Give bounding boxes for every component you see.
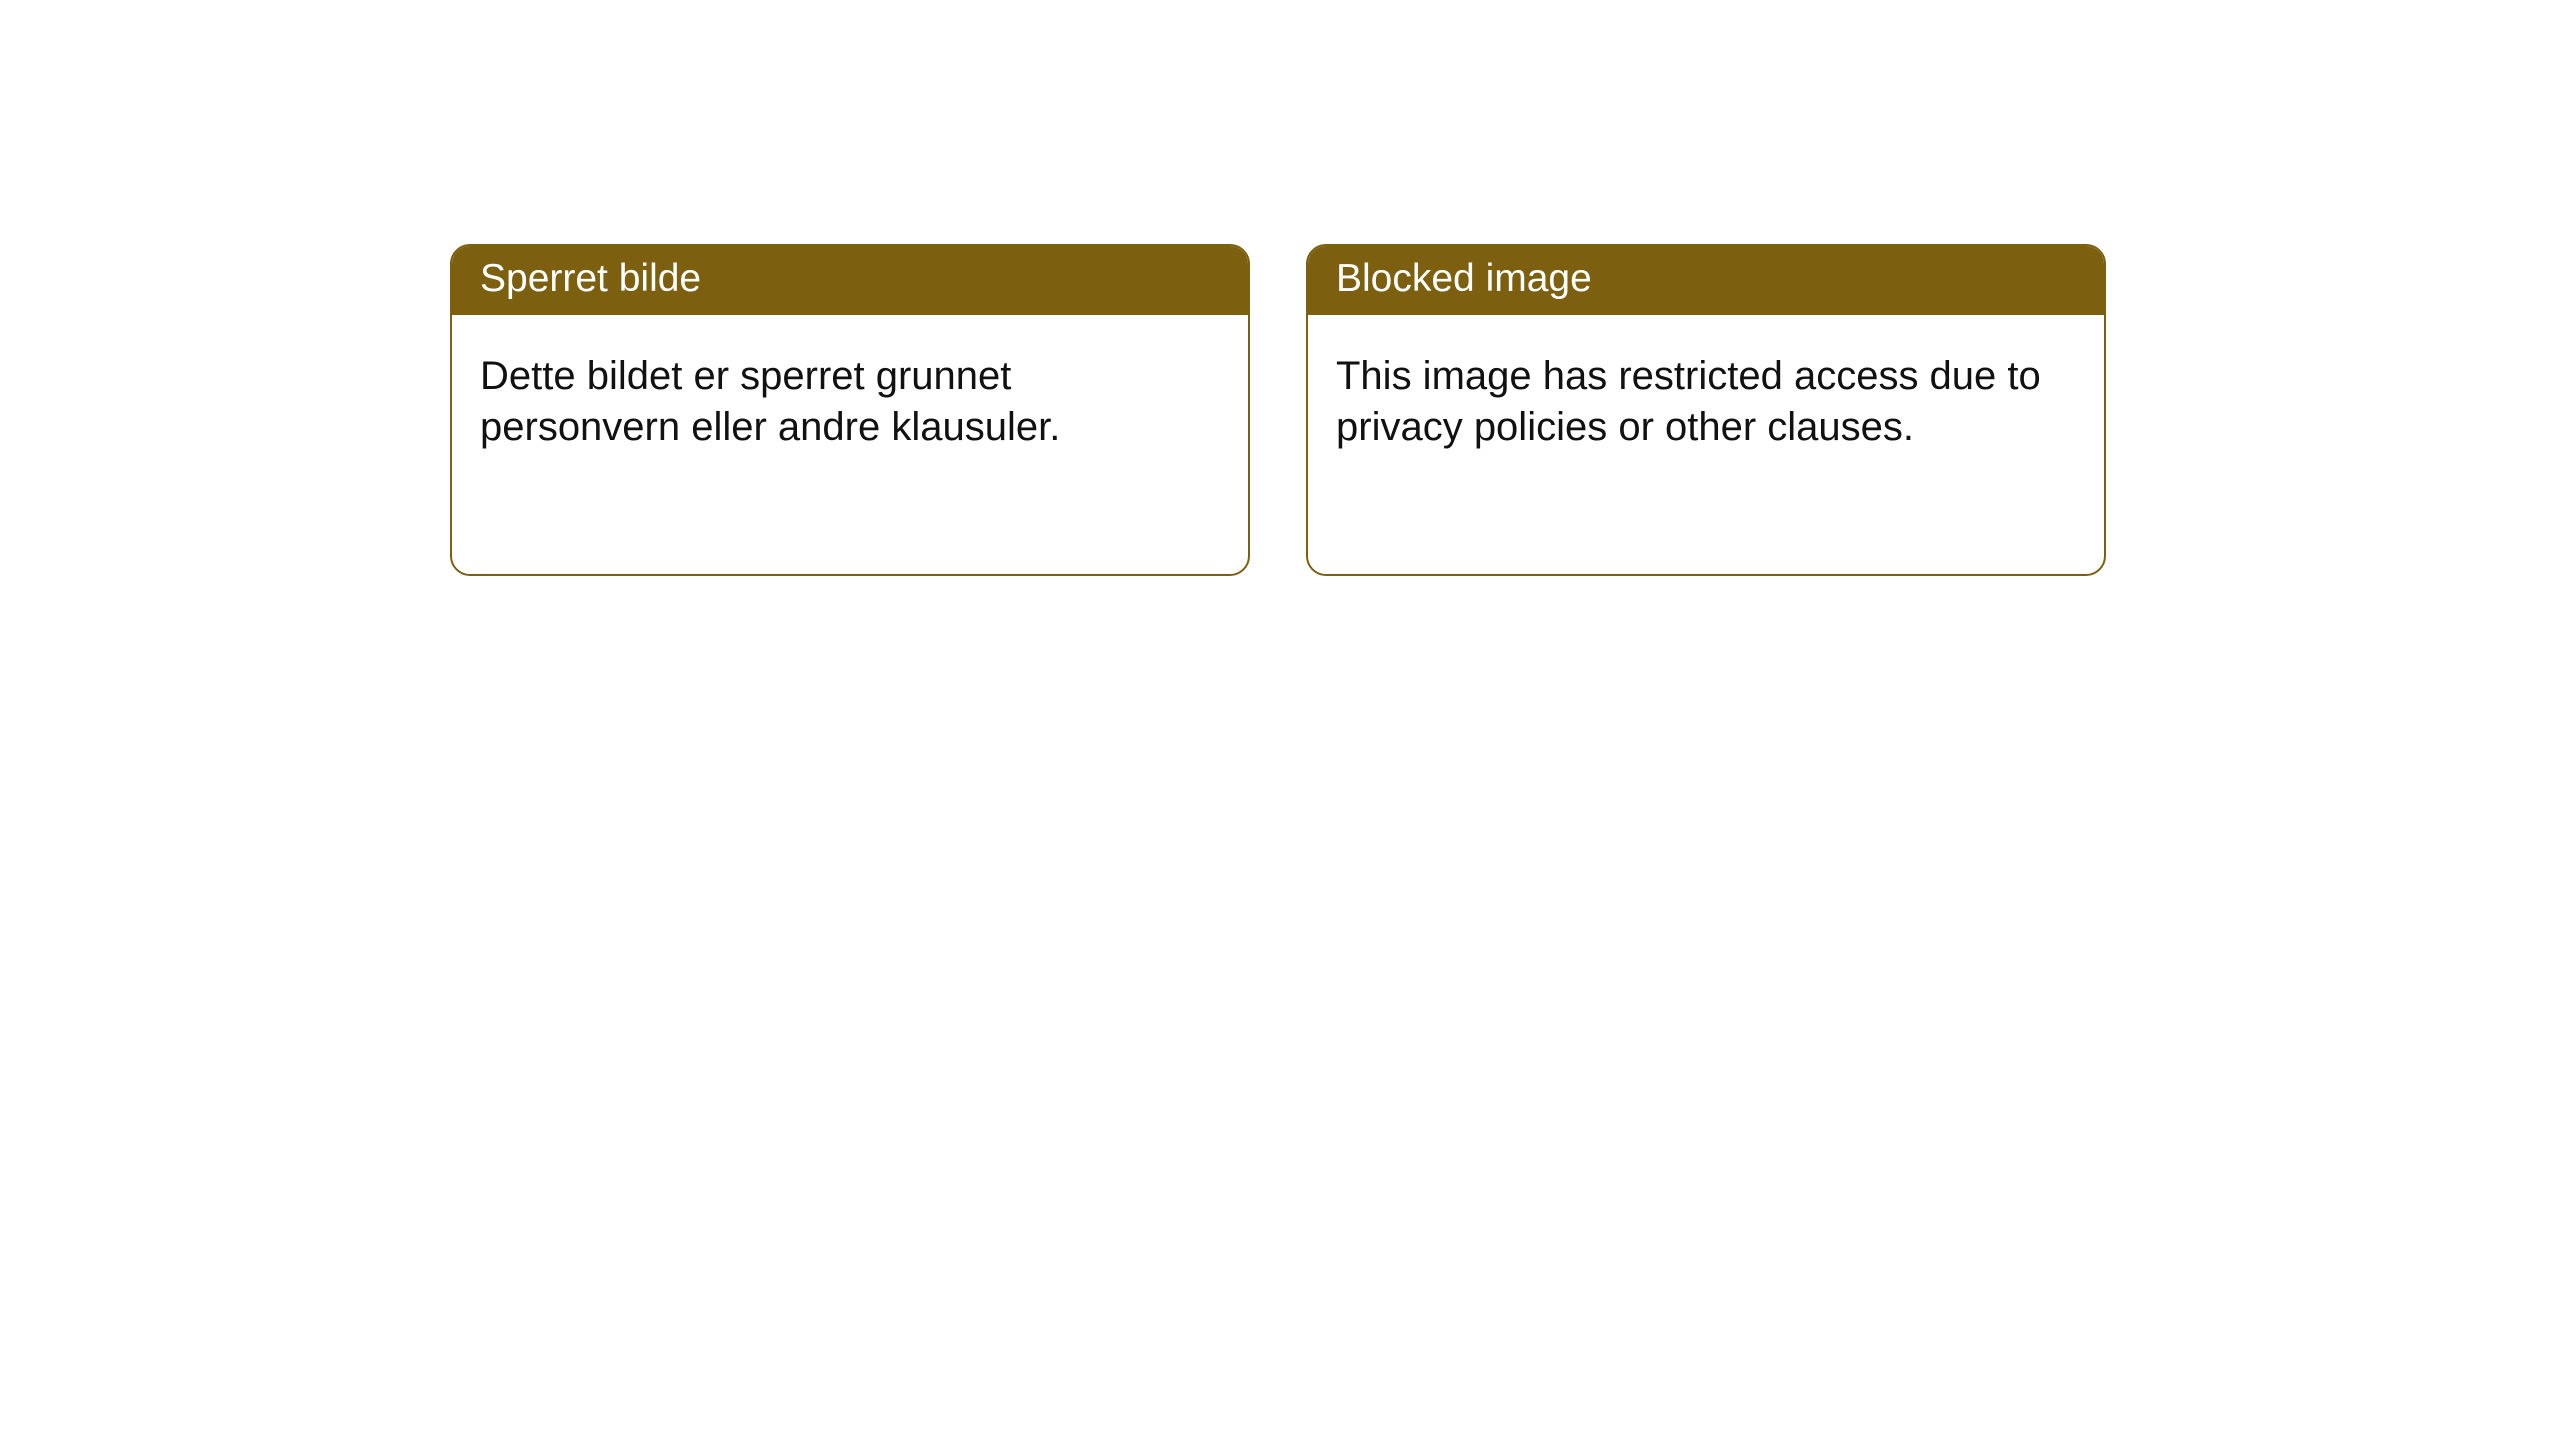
notice-card-english: Blocked image This image has restricted … [1306, 244, 2106, 576]
notice-container: Sperret bilde Dette bildet er sperret gr… [0, 0, 2560, 576]
notice-card-norwegian: Sperret bilde Dette bildet er sperret gr… [450, 244, 1250, 576]
notice-title: Blocked image [1308, 246, 2104, 315]
notice-body: Dette bildet er sperret grunnet personve… [452, 315, 1248, 482]
notice-body: This image has restricted access due to … [1308, 315, 2104, 482]
notice-title: Sperret bilde [452, 246, 1248, 315]
